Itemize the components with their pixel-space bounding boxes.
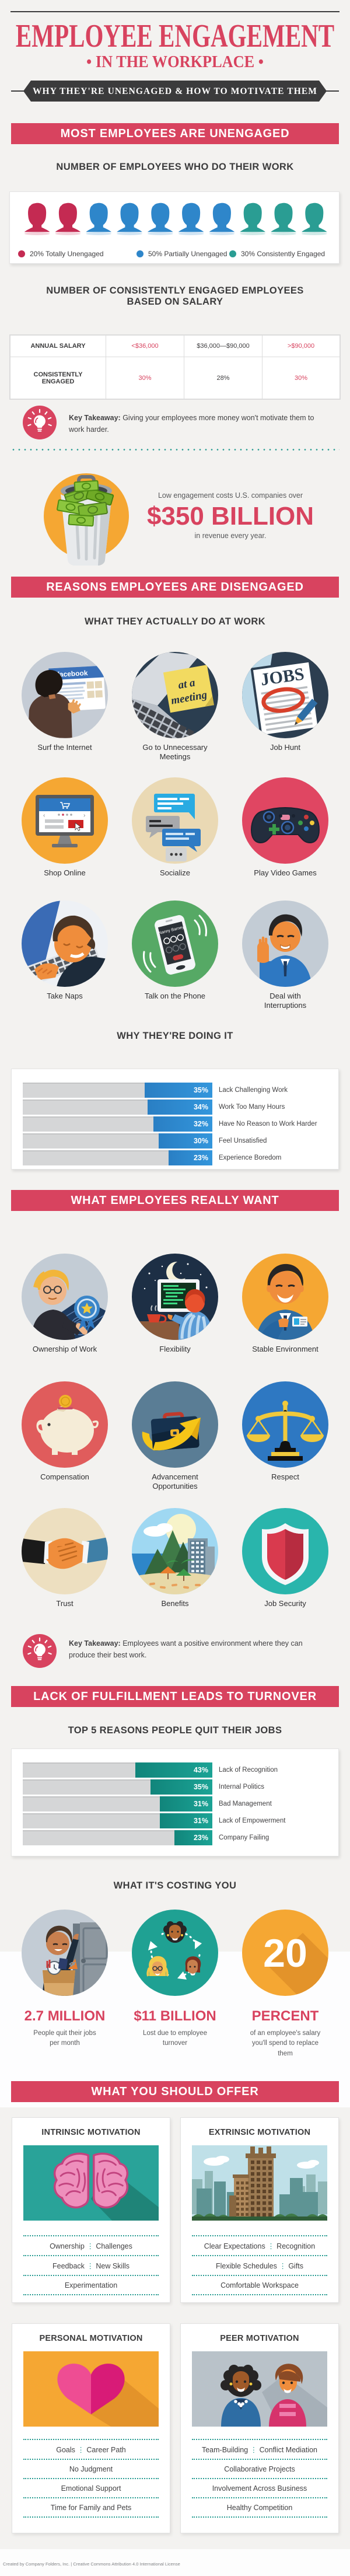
- svg-text:at a: at a: [177, 676, 197, 692]
- svg-text:20: 20: [263, 1931, 307, 1975]
- svg-text:›: ›: [83, 812, 85, 819]
- svg-text:30% Consistently Engaged: 30% Consistently Engaged: [241, 250, 325, 258]
- svg-text:WHY THEY'RE UNENGAGED & HOW TO: WHY THEY'RE UNENGAGED & HOW TO MOTIVATE …: [33, 86, 317, 96]
- svg-text:facebook: facebook: [57, 669, 88, 679]
- svg-text:50% Partially Unengaged: 50% Partially Unengaged: [148, 250, 227, 258]
- svg-text:20% Totally Unengaged: 20% Totally Unengaged: [30, 250, 104, 258]
- svg-text:‹: ‹: [43, 812, 45, 819]
